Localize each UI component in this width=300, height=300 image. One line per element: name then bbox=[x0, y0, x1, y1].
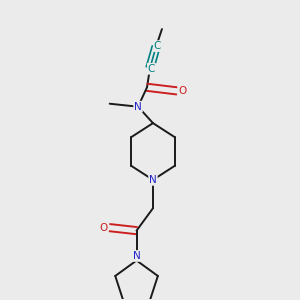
Text: N: N bbox=[133, 251, 140, 261]
Text: N: N bbox=[134, 102, 142, 112]
Text: O: O bbox=[178, 86, 186, 96]
Text: N: N bbox=[149, 175, 157, 185]
Text: C: C bbox=[154, 41, 161, 51]
Text: O: O bbox=[100, 223, 108, 232]
Text: C: C bbox=[148, 64, 155, 74]
